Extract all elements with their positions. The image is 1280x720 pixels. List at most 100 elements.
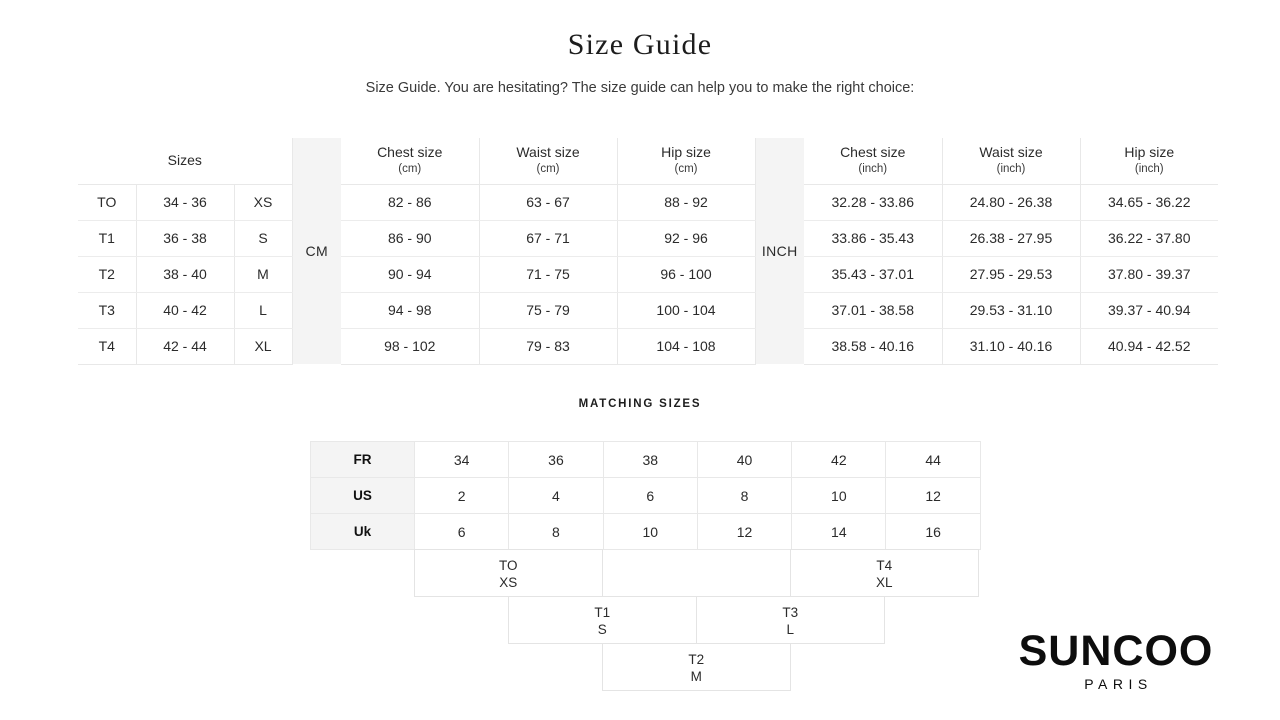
cell-waist-inch: 24.80 - 26.38 — [942, 184, 1081, 221]
unit-label-cm: CM — [292, 138, 341, 364]
cell-chest-inch: 32.28 - 33.86 — [804, 184, 943, 221]
cell-hip-cm: 88 - 92 — [617, 184, 756, 221]
size-range-letter: S — [597, 622, 607, 637]
cell-chest-cm: 82 - 86 — [341, 184, 480, 221]
size-range-letter: L — [786, 622, 795, 637]
header-hip-cm-name: Hip size — [661, 143, 711, 160]
matching-row-label: FR — [310, 441, 415, 478]
cell-size-letter: L — [234, 292, 293, 329]
page-title: Size Guide — [567, 28, 713, 61]
cell-hip-inch: 40.94 - 42.52 — [1080, 328, 1218, 365]
cell-waist-cm: 71 - 75 — [479, 256, 618, 293]
cell-chest-cm: 86 - 90 — [341, 220, 480, 257]
table-row: T3 40 - 42 L 94 - 98 75 - 79 100 - 104 3… — [78, 292, 1218, 329]
cell-size-code: T1 — [78, 220, 137, 257]
table-row: T1 36 - 38 S 86 - 90 67 - 71 92 - 96 33.… — [78, 220, 1218, 257]
header-chest-cm: Chest size (cm) — [341, 138, 480, 185]
matching-sizes-heading: MATCHING SIZES — [578, 398, 702, 410]
header-waist-inch: Waist size (inch) — [942, 138, 1081, 185]
matching-cell: 6 — [413, 513, 510, 550]
cell-chest-cm: 98 - 102 — [341, 328, 480, 365]
brand-logo: SUNCOO PARIS — [998, 627, 1234, 693]
matching-cell: 6 — [602, 477, 698, 514]
matching-cell: 42 — [791, 441, 887, 478]
cell-size-code: T4 — [78, 328, 137, 365]
cell-chest-inch: 35.43 - 37.01 — [804, 256, 943, 293]
header-chest-cm-name: Chest size — [377, 143, 443, 160]
matching-cell: 8 — [696, 477, 793, 514]
matching-cell: 34 — [413, 441, 510, 478]
size-range-bar-to: TO XS — [414, 549, 603, 597]
cell-size-letter: S — [234, 220, 293, 257]
cell-size-code: TO — [78, 184, 137, 221]
cell-hip-inch: 34.65 - 36.22 — [1080, 184, 1218, 221]
size-range-bars: TO XS T1 S T2 M T3 L T4 XL — [310, 549, 980, 699]
size-range-code: T3 — [782, 605, 799, 620]
brand-city: PARIS — [1084, 676, 1153, 692]
brand-name: SUNCOO — [1018, 627, 1214, 675]
size-range-bar-t4: T4 XL — [790, 549, 979, 597]
matching-cell: 36 — [508, 441, 604, 478]
cell-size-fr: 38 - 40 — [136, 256, 235, 293]
header-waist-cm-unit: (cm) — [536, 162, 560, 175]
table-row: US 2 4 6 8 10 12 — [310, 477, 981, 514]
size-range-code: T2 — [688, 652, 705, 667]
cell-chest-inch: 38.58 - 40.16 — [804, 328, 943, 365]
sizes-group-header: Sizes — [78, 138, 293, 185]
cell-size-fr: 42 - 44 — [136, 328, 235, 365]
cell-size-letter: M — [234, 256, 293, 293]
matching-sizes-table: FR 34 36 38 40 42 44 US 2 4 6 8 10 12 Uk… — [310, 441, 981, 550]
cell-chest-inch: 33.86 - 35.43 — [804, 220, 943, 257]
cell-chest-cm: 90 - 94 — [341, 256, 480, 293]
cell-waist-cm: 67 - 71 — [479, 220, 618, 257]
matching-cell: 10 — [602, 513, 698, 550]
header-hip-inch-name: Hip size — [1124, 143, 1175, 160]
size-range-code: TO — [499, 558, 518, 573]
header-waist-cm: Waist size (cm) — [479, 138, 618, 185]
matching-cell: 10 — [791, 477, 887, 514]
size-range-letter: XS — [499, 575, 518, 590]
size-range-bar-t2: T2 M — [602, 643, 791, 691]
cell-waist-cm: 63 - 67 — [479, 184, 618, 221]
matching-cell: 12 — [696, 513, 793, 550]
table-row: Uk 6 8 10 12 14 16 — [310, 513, 981, 550]
size-range-letter: M — [690, 669, 702, 684]
table-row: T2 38 - 40 M 90 - 94 71 - 75 96 - 100 35… — [78, 256, 1218, 293]
cell-waist-inch: 26.38 - 27.95 — [942, 220, 1081, 257]
header-hip-inch: Hip size (inch) — [1080, 138, 1218, 185]
cell-chest-inch: 37.01 - 38.58 — [804, 292, 943, 329]
cell-hip-inch: 36.22 - 37.80 — [1080, 220, 1218, 257]
header-chest-inch-unit: (inch) — [858, 162, 888, 175]
header-waist-cm-name: Waist size — [516, 143, 580, 160]
cell-hip-cm: 104 - 108 — [617, 328, 756, 365]
header-hip-cm: Hip size (cm) — [617, 138, 756, 185]
table-header-row: Sizes CM Chest size (cm) Waist size (cm)… — [78, 138, 1218, 364]
cell-waist-inch: 31.10 - 40.16 — [942, 328, 1081, 365]
header-hip-inch-unit: (inch) — [1134, 162, 1164, 175]
matching-cell: 16 — [885, 513, 981, 550]
table-row: FR 34 36 38 40 42 44 — [310, 441, 981, 478]
matching-cell: 2 — [413, 477, 510, 514]
size-range-letter: XL — [876, 575, 893, 590]
cell-waist-inch: 29.53 - 31.10 — [942, 292, 1081, 329]
matching-row-label: US — [310, 477, 415, 514]
size-measurements-table: Sizes CM Chest size (cm) Waist size (cm)… — [78, 138, 1218, 365]
matching-cell: 4 — [508, 477, 604, 514]
cell-size-code: T2 — [78, 256, 137, 293]
cell-hip-cm: 96 - 100 — [617, 256, 756, 293]
header-waist-inch-name: Waist size — [979, 143, 1043, 160]
size-range-code: T1 — [594, 605, 611, 620]
header-waist-inch-unit: (inch) — [996, 162, 1026, 175]
header-chest-inch: Chest size (inch) — [804, 138, 943, 185]
matching-cell: 44 — [885, 441, 981, 478]
cell-chest-cm: 94 - 98 — [341, 292, 480, 329]
cell-hip-cm: 100 - 104 — [617, 292, 756, 329]
matching-row-label: Uk — [310, 513, 415, 550]
cell-hip-cm: 92 - 96 — [617, 220, 756, 257]
size-range-bar-t1: T1 S — [508, 596, 697, 644]
cell-hip-inch: 37.80 - 39.37 — [1080, 256, 1218, 293]
cell-size-letter: XL — [234, 328, 293, 365]
header-hip-cm-unit: (cm) — [674, 162, 698, 175]
cell-size-code: T3 — [78, 292, 137, 329]
